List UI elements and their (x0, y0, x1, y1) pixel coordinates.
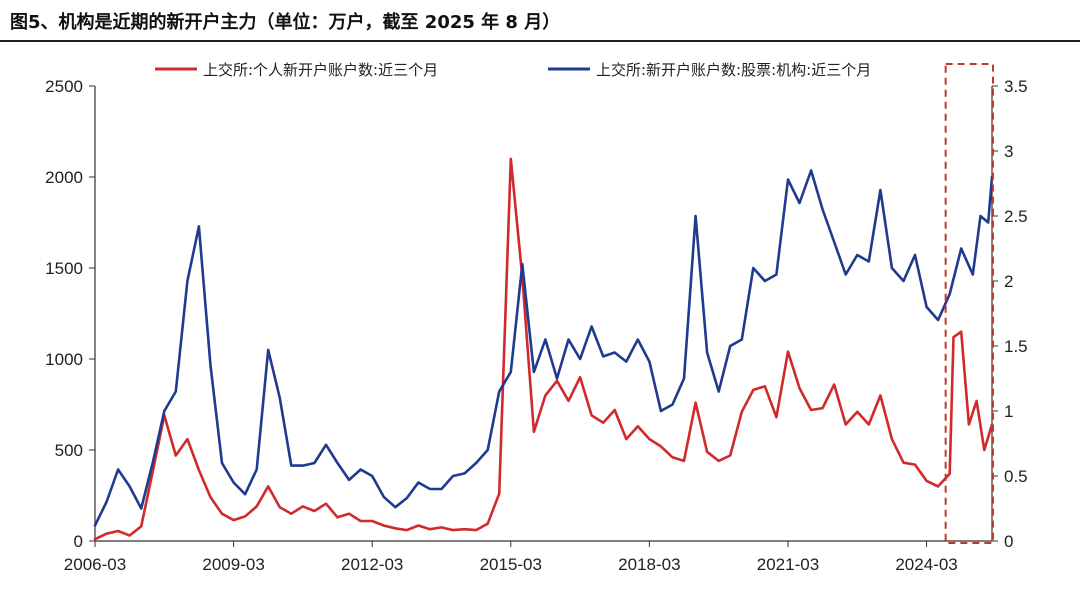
x-tick-label: 2024-03 (895, 555, 957, 574)
x-tick-label: 2006-03 (64, 555, 126, 574)
y-right-tick-label: 3 (1004, 142, 1013, 161)
y-left-tick-label: 2000 (45, 168, 83, 187)
y-left-tick-label: 0 (74, 532, 83, 551)
series-line-institutional-accounts (93, 169, 994, 527)
figure-title: 图5、机构是近期的新开户主力（单位：万户，截至 2025 年 8 月） (10, 12, 561, 33)
legend-item-institutional: 上交所:新开户账户数:股票:机构:近三个月 (548, 61, 871, 79)
y-right-tick-label: 1.5 (1004, 337, 1028, 356)
highlight-box (944, 63, 994, 544)
chart-plot-area (93, 63, 994, 544)
y-left-tick-label: 1000 (45, 350, 83, 369)
y-right-tick-label: 2.5 (1004, 207, 1028, 226)
legend-label: 上交所:新开户账户数:股票:机构:近三个月 (596, 61, 871, 79)
series-line-individual-accounts (93, 157, 994, 541)
y-right-tick-label: 0.5 (1004, 467, 1028, 486)
legend-item-individual: 上交所:个人新开户账户数:近三个月 (155, 61, 438, 79)
title-underline (0, 40, 1080, 42)
x-tick-label: 2012-03 (341, 555, 403, 574)
y-left-tick-label: 2500 (45, 77, 83, 96)
y-left-tick-label: 500 (55, 441, 83, 460)
y-left-tick-label: 1500 (45, 259, 83, 278)
x-tick-label: 2009-03 (202, 555, 264, 574)
y-right-tick-label: 1 (1004, 402, 1013, 421)
y-right-tick-label: 2 (1004, 272, 1013, 291)
y-right-tick-label: 3.5 (1004, 77, 1028, 96)
x-tick-label: 2015-03 (480, 555, 542, 574)
chart-legend: 上交所:个人新开户账户数:近三个月 上交所:新开户账户数:股票:机构:近三个月 (155, 61, 871, 79)
x-tick-label: 2018-03 (618, 555, 680, 574)
legend-label: 上交所:个人新开户账户数:近三个月 (203, 61, 438, 79)
x-tick-label: 2021-03 (757, 555, 819, 574)
y-right-tick-label: 0 (1004, 532, 1013, 551)
chart-axes: 0 500 1000 1500 2000 2500 0 0.5 1 1.5 2 2.5 3 3.5 2006… (45, 77, 1027, 574)
